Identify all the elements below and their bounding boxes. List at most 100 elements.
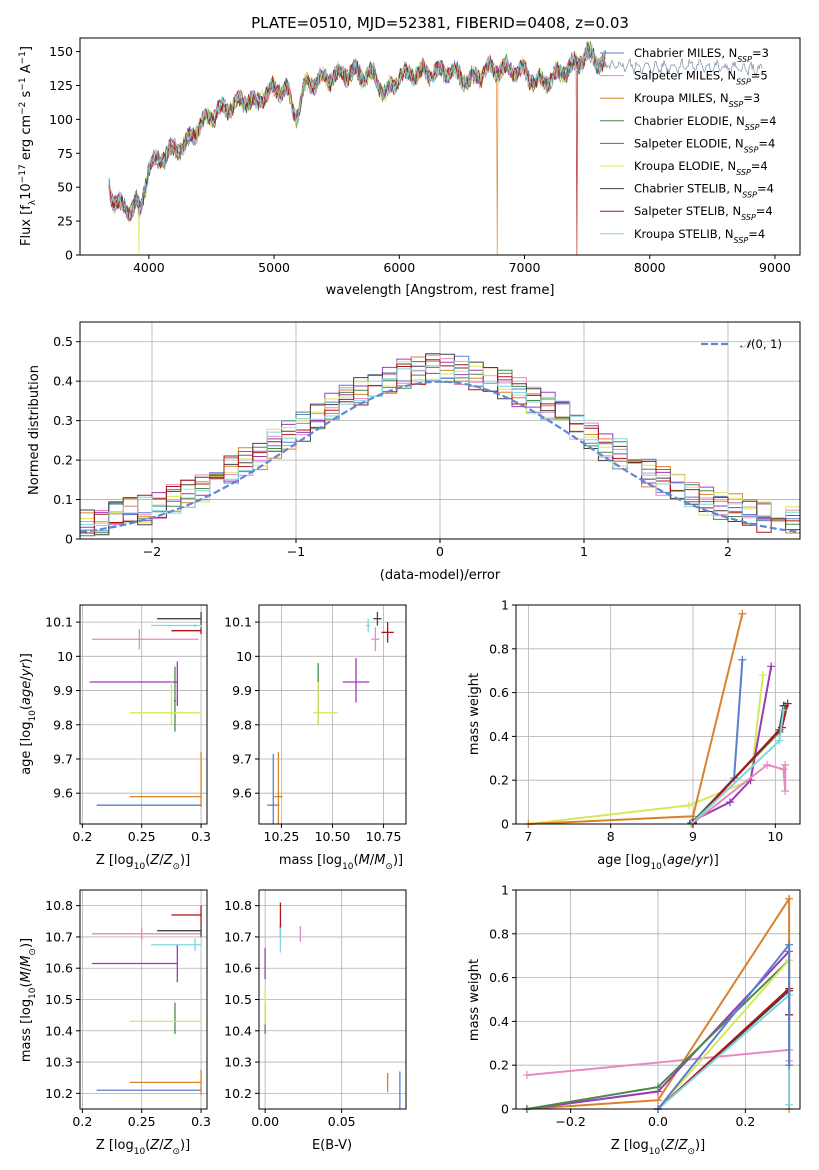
y-tick-label: 10: [57, 649, 73, 664]
errorbar-point-kroupa_stelib: [366, 618, 371, 633]
plot-frame: [79, 889, 208, 1110]
errorbar-point-chabrier_stelib: [157, 611, 202, 626]
errorbar-point-kroupa_miles: [274, 752, 283, 824]
errorbar-point-chabrier_elodie: [173, 1002, 177, 1034]
axes-mass_vs_EBV: 0.00 0.05 10.2 10.3 10.4 10.5 10.6 10.7 10.8: [224, 890, 406, 1129]
errorbar-point-salpeter_stelib: [171, 627, 202, 635]
age-vs-Z-xlabel: Z [log10(Z/Z⊙)]: [96, 853, 190, 872]
legend-label: Kroupa MILES, NSSP=3: [634, 91, 760, 109]
x-tick-label: 2: [724, 544, 732, 559]
y-tick-label: 0.2: [53, 453, 73, 468]
errorbar-point-chabrier_stelib: [373, 611, 382, 626]
y-tick-label: 0: [501, 817, 509, 832]
weight-marker: [738, 655, 747, 664]
y-tick-label: 1: [501, 598, 509, 613]
y-tick-label: 125: [49, 78, 73, 93]
y-tick-label: 0.2: [489, 1058, 509, 1073]
y-tick-label: 0.5: [53, 334, 73, 349]
weight-marker: [783, 699, 792, 708]
axes-weight_vs_age: 7 8 9 10 0 0.2 0.4 0.6 0.8 1: [489, 598, 800, 844]
errorbars-mass_vs_EBV: [264, 902, 401, 1109]
x-tick-label: 7: [524, 829, 532, 844]
histogram-kroupa_stelib: [80, 360, 800, 526]
y-tick-label: 10.2: [224, 1086, 252, 1101]
y-tick-label: 10.6: [45, 961, 73, 976]
legend-label: Chabrier STELIB, NSSP=4: [634, 182, 774, 200]
weight-marker: [785, 940, 794, 949]
mass-vs-Z-ylabel: mass [log10(M/M⊙)]: [19, 938, 38, 1062]
y-tick-label: 100: [49, 112, 73, 127]
weight-line-kroupa_elodie: [657, 957, 791, 1110]
weight-marker: [767, 662, 776, 671]
legend-label: 𝒩(0, 1): [740, 337, 782, 351]
x-tick-label: 0.2: [735, 1114, 755, 1129]
spectrum-ylabel: Flux [fλ10−17 erg cm−2 s−1 A−1]: [18, 46, 38, 246]
weights-weight_vs_age: [524, 609, 792, 828]
y-tick-label: 9.7: [53, 751, 73, 766]
weight-marker: [779, 765, 788, 774]
errorbar-point-salpeter_miles: [371, 627, 380, 652]
x-tick-label: 10: [767, 829, 783, 844]
spectrum-legend: Chabrier MILES, NSSP=3 Salpeter MILES, NS…: [600, 46, 776, 244]
axes-age_vs_mass: 10.25 10.50 10.75 9.6 9.7 9.8 9.9 10 10.1: [224, 605, 406, 844]
legend-label: Kroupa ELODIE, NSSP=4: [634, 159, 768, 177]
x-tick-label: 7000: [509, 260, 541, 275]
x-tick-label: 4000: [133, 260, 165, 275]
errorbar-point-kroupa_elodie: [129, 681, 202, 725]
plot-frame: [258, 889, 407, 1110]
x-tick-label: −0.2: [555, 1114, 585, 1129]
weight-vs-age-xlabel: age [log10(age/yr)]: [597, 853, 719, 872]
y-tick-label: 0.6: [489, 970, 509, 985]
y-tick-label: 10.8: [224, 898, 252, 913]
x-tick-label: 0.3: [191, 829, 211, 844]
axes-residuals: −2 −1 0 1 2 0 0.1 0.2 0.3 0.4 0.5: [53, 322, 800, 559]
weight-vs-age-ylabel: mass weight: [467, 673, 482, 755]
y-tick-label: 0.2: [489, 773, 509, 788]
y-tick-label: 10.7: [45, 929, 73, 944]
histograms: [80, 353, 800, 537]
errorbar-point-chabrier_miles: [267, 753, 280, 824]
y-tick-label: 0.6: [489, 685, 509, 700]
x-tick-label: 0.2: [72, 829, 92, 844]
weight-marker: [785, 1061, 794, 1070]
y-tick-label: 0.8: [489, 641, 509, 656]
errorbar-point-kroupa_miles: [129, 1069, 202, 1095]
spectrum-line-chabrier_miles: [108, 41, 606, 220]
y-tick-label: 9.9: [53, 683, 73, 698]
y-tick-label: 0: [65, 248, 73, 263]
weight-marker: [726, 798, 735, 807]
legend-label: Salpeter STELIB, NSSP=4: [634, 204, 773, 222]
y-tick-label: 0: [65, 532, 73, 547]
axes-age_vs_Z: 0.2 0.25 0.3 9.6 9.7 9.8 9.9 10 10.1: [45, 605, 211, 844]
x-tick-label: 0.3: [191, 1114, 211, 1129]
y-tick-label: 10.3: [45, 1055, 73, 1070]
mass-vs-EBV-xlabel: E(B-V): [312, 1138, 352, 1153]
axes-spectrum: 4000 5000 6000 7000 8000 9000 0 25 50 75 100 125 150: [49, 44, 791, 275]
x-tick-label: 10.50: [315, 829, 351, 844]
errorbar-point-salpeter_stelib: [171, 905, 202, 925]
plot-frame: [515, 889, 801, 1110]
x-tick-label: 0.00: [251, 1114, 279, 1129]
weight-marker: [779, 706, 788, 715]
y-tick-label: 10.6: [224, 961, 252, 976]
errorbars-age_vs_mass: [267, 611, 394, 824]
x-tick-label: 8000: [634, 260, 666, 275]
residuals-ylabel: Normed distribution: [27, 365, 42, 495]
weight-marker: [522, 1071, 531, 1080]
errorbar-point-kroupa_stelib: [151, 623, 202, 628]
y-tick-label: 50: [57, 180, 73, 195]
weight-marker: [781, 760, 790, 769]
y-tick-label: 10.1: [45, 615, 73, 630]
y-tick-label: 10.5: [224, 992, 252, 1007]
y-tick-label: 0.4: [489, 1014, 509, 1029]
weight-marker: [785, 894, 794, 903]
spectrum-lines: [108, 40, 763, 255]
y-tick-label: 150: [49, 44, 73, 59]
y-tick-label: 10: [236, 649, 252, 664]
mass-vs-Z-xlabel: Z [log10(Z/Z⊙)]: [96, 1138, 190, 1157]
weight-marker: [758, 671, 767, 680]
axes-mass_vs_Z: 0.2 0.25 0.3 10.2 10.3 10.4 10.5 10.6 10.7 10.8: [45, 890, 211, 1129]
y-tick-label: 9.7: [232, 751, 252, 766]
errorbar-point-salpeter_miles: [91, 927, 202, 941]
plot-frame: [515, 604, 801, 825]
